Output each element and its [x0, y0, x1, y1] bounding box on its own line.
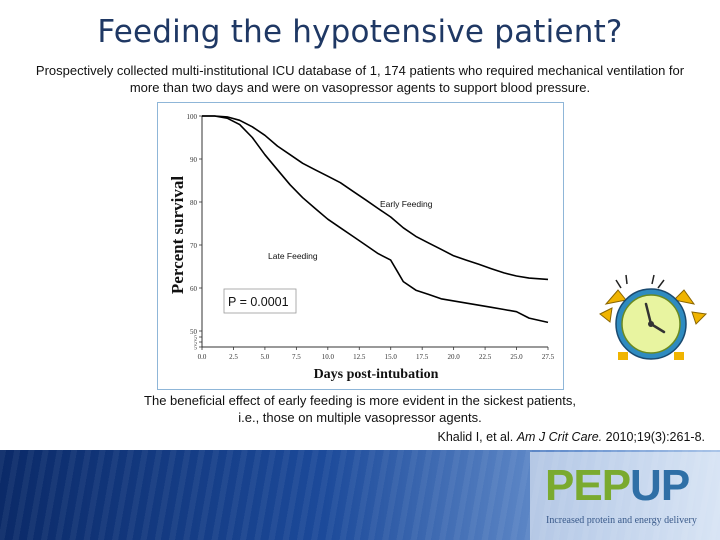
x-tick-label: 5.0 [261, 353, 270, 361]
p-value-box [223, 288, 297, 314]
logo-panel [530, 452, 720, 540]
logo-up: UP [630, 461, 690, 510]
chart-caption: The beneficial effect of early feeding i… [144, 393, 576, 425]
x-tick-label: 10.0 [322, 353, 335, 361]
citation-authors: Khalid I, et al. [437, 430, 517, 444]
p-value-label: P = 0.0001 [228, 295, 289, 309]
slide-subtitle: Prospectively collected multi-institutio… [35, 63, 685, 95]
y-tick-label: 70 [190, 242, 198, 250]
x-tick-label: 2.5 [229, 353, 238, 361]
early-feeding-line [202, 115, 549, 281]
survival-chart-svg: Percent survival Days post-intubation P … [168, 113, 555, 382]
x-tick-label: 20.0 [448, 353, 461, 361]
y-break-tick-label: 5 [194, 336, 197, 342]
x-tick-label: 22.5 [479, 353, 492, 361]
y-tick-label: 100 [187, 113, 198, 121]
x-tick-label: 25.0 [510, 353, 523, 361]
citation: Khalid I, et al. Am J Crit Care. 2010;19… [380, 430, 705, 444]
x-axis-label: Days post-intubation [314, 367, 439, 382]
slide-title: Feeding the hypotensive patient? [97, 14, 623, 50]
y-tick-label: 50 [190, 328, 198, 336]
y-tick-label: 60 [190, 285, 198, 293]
y-break-tick-label: 5 [194, 341, 197, 347]
early-feeding-label: Early Feeding [380, 199, 433, 209]
x-tick-label: 7.5 [292, 353, 301, 361]
late-feeding-line [202, 115, 549, 324]
x-tick-label: 15.0 [385, 353, 398, 361]
x-tick-label: 27.5 [542, 353, 555, 361]
y-tick-label: 80 [190, 199, 198, 207]
x-tick-label: 12.5 [353, 353, 366, 361]
y-axis-label: Percent survival [168, 176, 187, 294]
citation-journal: Am J Crit Care. [516, 430, 603, 444]
citation-details: 2010;19(3):261-8. [602, 430, 705, 444]
pepup-logo: PEPUP [545, 461, 690, 510]
late-feeding-label: Late Feeding [268, 251, 318, 261]
x-tick-label: 17.5 [416, 353, 429, 361]
alarm-clock-icon [599, 274, 708, 360]
survival-chart: Percent survival Days post-intubation P … [157, 102, 564, 390]
y-tick-label: 90 [190, 156, 198, 164]
x-tick-label: 0.0 [198, 353, 207, 361]
logo-pep: PEP [545, 461, 631, 510]
logo-tagline: Increased protein and energy delivery [546, 515, 697, 526]
y-break-tick-label: 5 [194, 346, 197, 352]
